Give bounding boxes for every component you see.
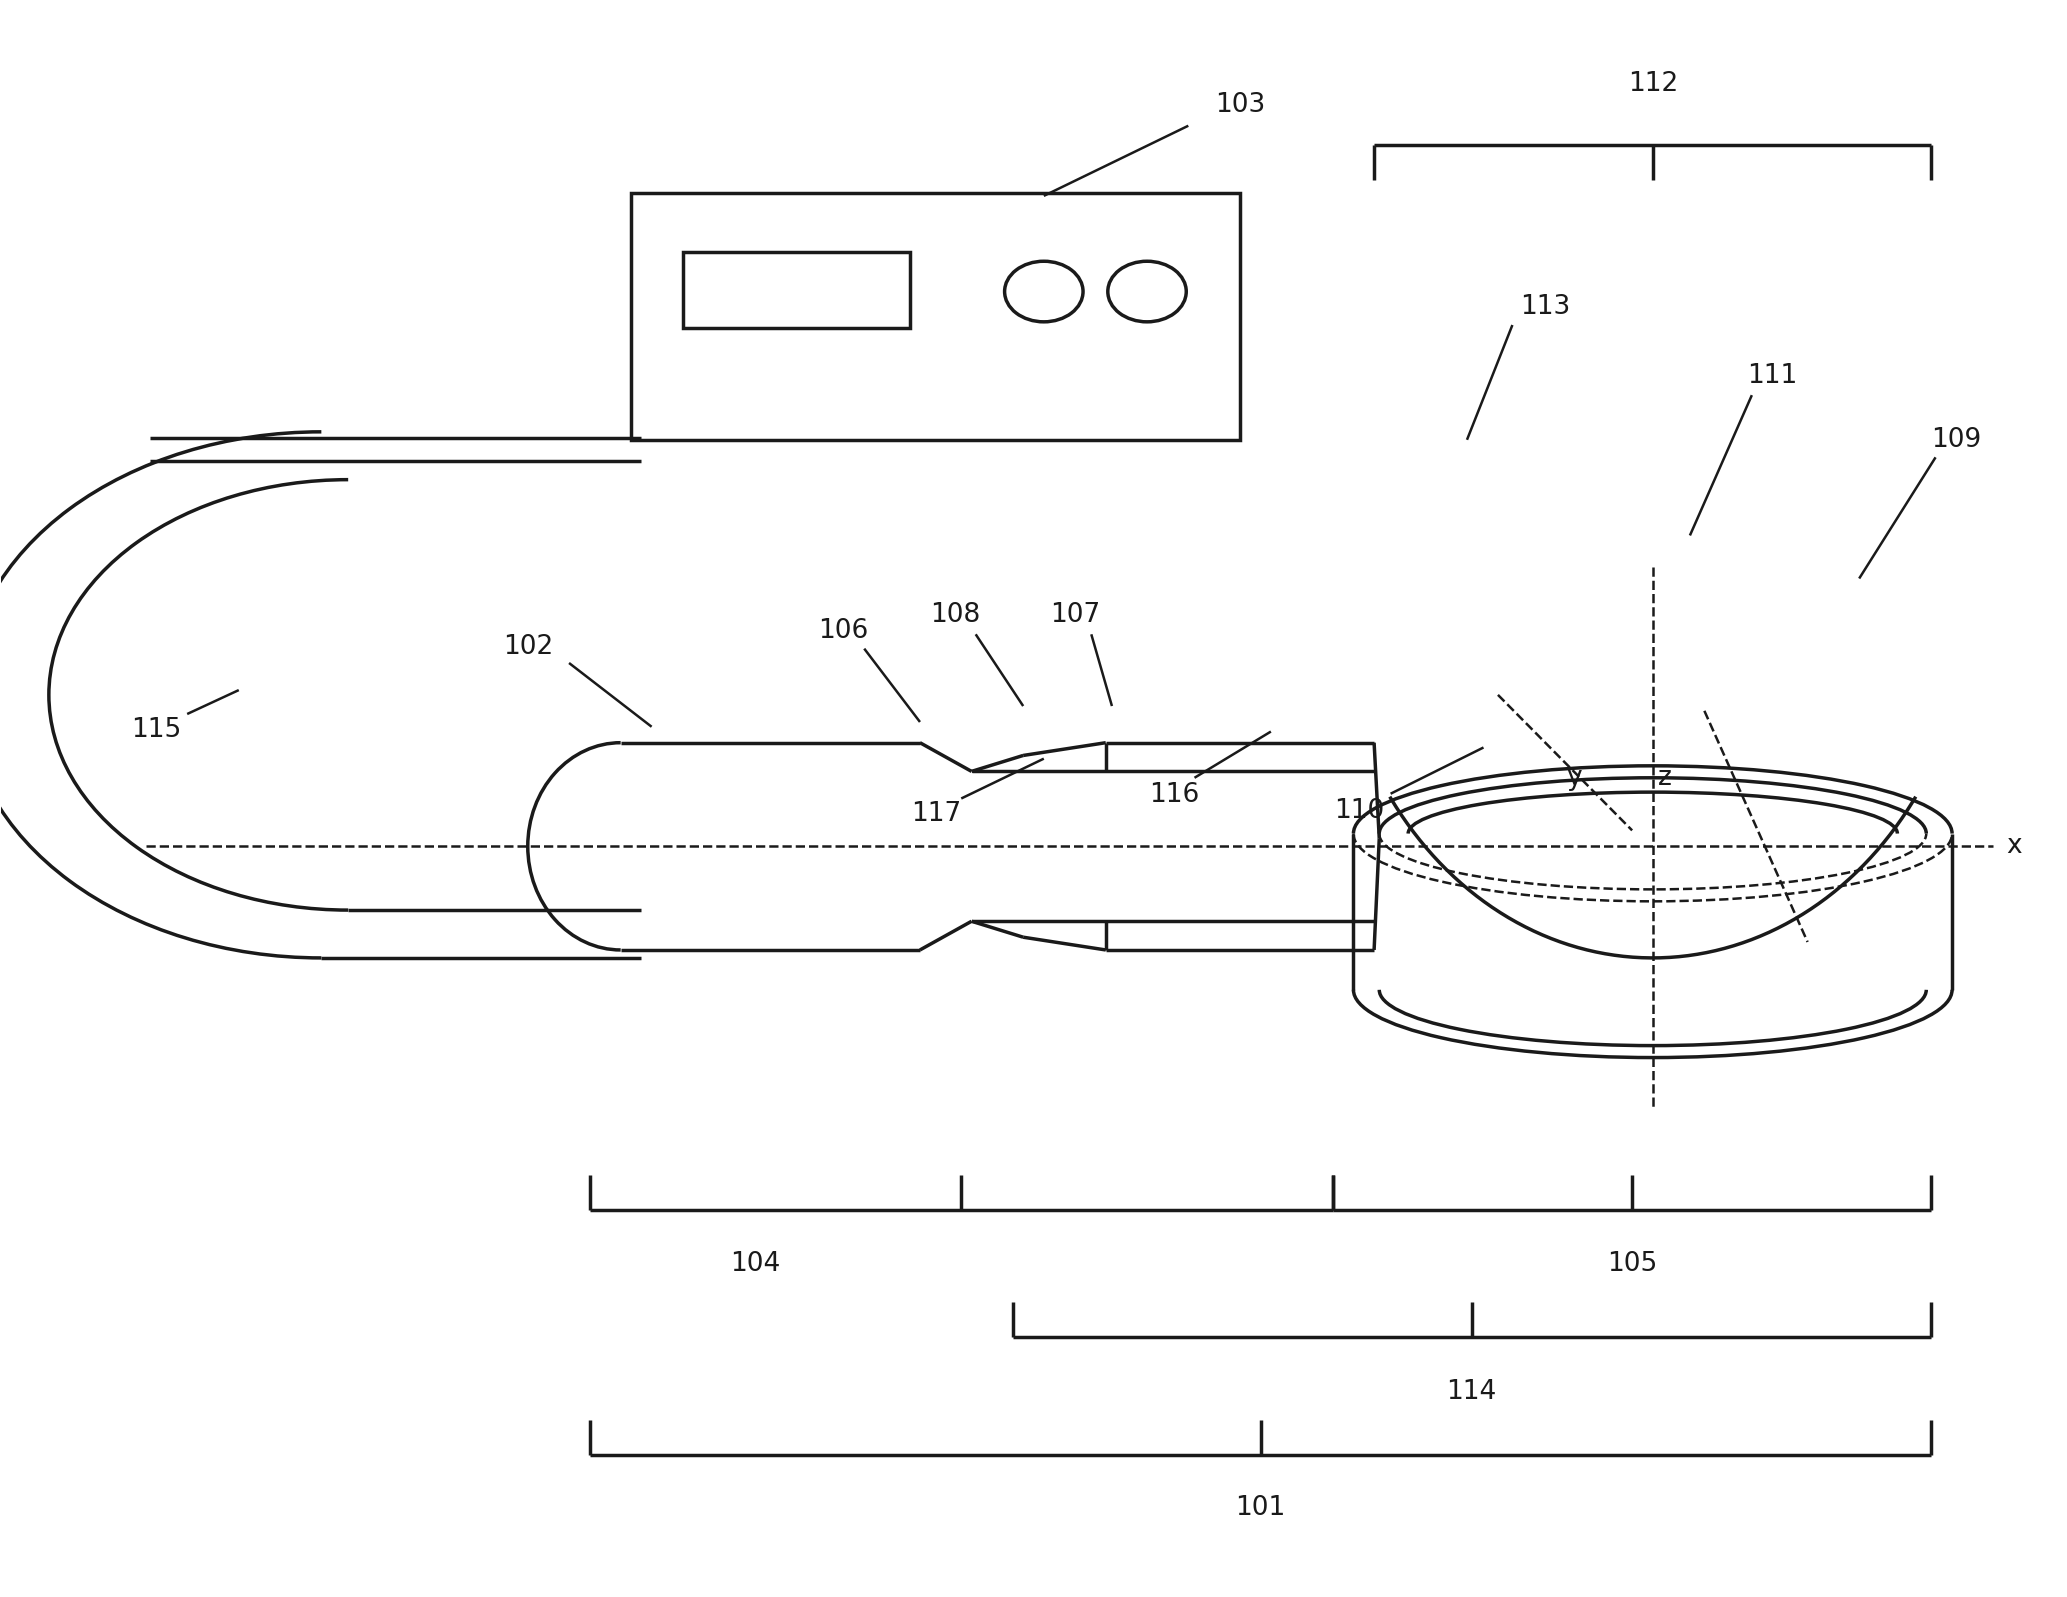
Text: z: z: [1658, 765, 1672, 791]
Text: 103: 103: [1215, 93, 1265, 118]
Text: 117: 117: [912, 802, 961, 827]
Text: 101: 101: [1236, 1495, 1286, 1520]
Text: 112: 112: [1627, 72, 1678, 97]
Text: 113: 113: [1521, 294, 1571, 321]
Text: 106: 106: [819, 618, 868, 644]
Text: 114: 114: [1447, 1378, 1497, 1404]
Text: 108: 108: [930, 602, 980, 628]
Text: 115: 115: [130, 717, 182, 743]
Text: y: y: [1567, 765, 1581, 791]
Text: 104: 104: [730, 1250, 779, 1278]
Text: 102: 102: [502, 634, 552, 660]
Text: x: x: [2007, 834, 2022, 859]
Text: 105: 105: [1606, 1250, 1658, 1278]
Text: 116: 116: [1149, 783, 1199, 808]
Bar: [682, 252, 909, 329]
Bar: [630, 193, 1240, 439]
Text: 110: 110: [1335, 798, 1385, 824]
Text: 109: 109: [1931, 426, 1982, 454]
Text: 107: 107: [1050, 602, 1100, 628]
Text: 111: 111: [1747, 363, 1798, 390]
